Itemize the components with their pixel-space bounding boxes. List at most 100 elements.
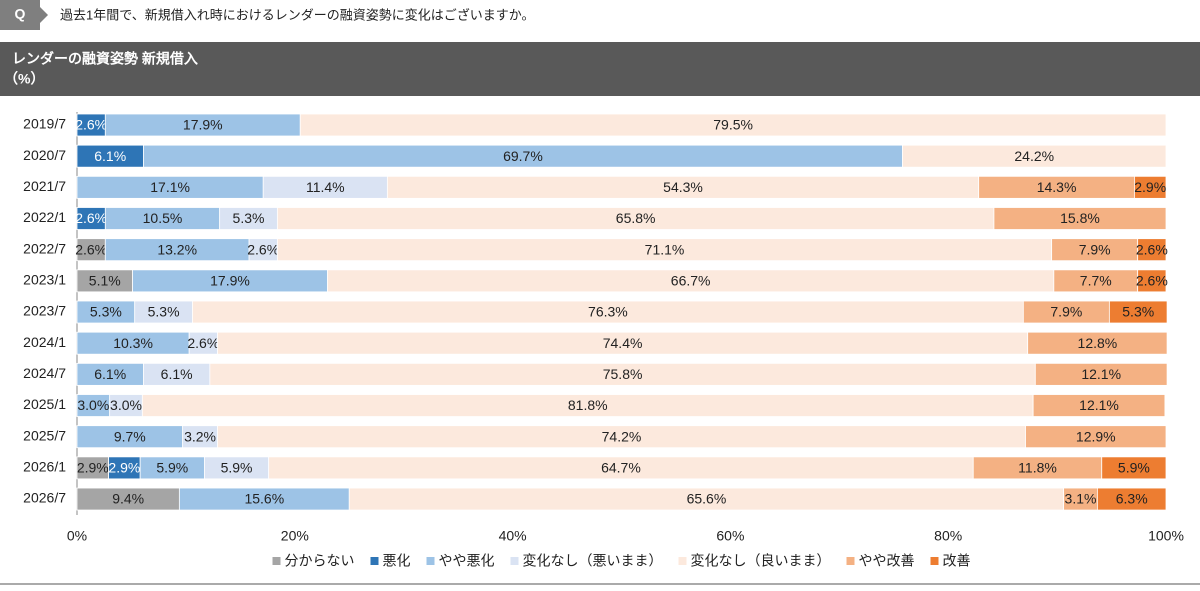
header-band	[0, 42, 1200, 96]
y-tick-label: 2022/1	[23, 209, 66, 225]
legend-swatch	[510, 557, 519, 565]
bar-segment	[1034, 362, 1168, 386]
y-tick-label: 2023/1	[23, 272, 66, 288]
bar-segment	[1096, 487, 1167, 511]
data-label: 75.8%	[603, 366, 643, 382]
x-tick-label: 20%	[281, 528, 309, 544]
data-label: 12.1%	[1079, 397, 1119, 413]
data-label: 64.7%	[601, 460, 641, 476]
y-tick-label: 2026/1	[23, 459, 66, 475]
data-label: 65.6%	[687, 491, 727, 507]
data-label: 5.9%	[156, 460, 188, 476]
legend-label: 悪化	[383, 553, 411, 569]
x-tick-label: 100%	[1148, 528, 1184, 544]
bar-segment	[299, 113, 1167, 137]
data-label: 7.9%	[1050, 304, 1082, 320]
badge-bg	[0, 0, 40, 30]
data-label: 74.2%	[602, 428, 642, 444]
data-label: 2.9%	[108, 460, 140, 476]
legend-label: 変化なし（良いまま）	[691, 553, 831, 569]
legend-swatch	[678, 557, 687, 565]
legend-label: やや悪化	[439, 553, 495, 569]
data-label: 66.7%	[671, 273, 711, 289]
data-label: 11.4%	[306, 179, 345, 195]
data-label: 2.9%	[77, 460, 109, 476]
y-tick-label: 2020/7	[23, 147, 66, 163]
bar-segment	[1025, 425, 1167, 449]
data-label: 10.3%	[113, 335, 153, 351]
y-tick-label: 2019/7	[23, 116, 66, 132]
data-label: 10.5%	[143, 210, 183, 226]
data-label: 15.6%	[244, 491, 284, 507]
data-label: 5.9%	[221, 460, 253, 476]
legend-label: 変化なし（悪いまま）	[523, 553, 663, 569]
y-tick-label: 2021/7	[23, 178, 66, 194]
data-label: 74.4%	[603, 335, 643, 351]
x-tick-label: 0%	[67, 528, 87, 544]
y-tick-label: 2022/7	[23, 240, 66, 256]
data-label: 24.2%	[1014, 148, 1054, 164]
data-label: 3.0%	[77, 397, 109, 413]
badge-arrow	[40, 7, 48, 23]
data-label: 71.1%	[645, 241, 685, 257]
legend-swatch	[930, 557, 939, 565]
data-label: 15.8%	[1060, 210, 1100, 226]
x-tick-label: 60%	[716, 528, 744, 544]
data-label: 2.6%	[75, 210, 107, 226]
data-label: 76.3%	[588, 304, 628, 320]
x-tick-label: 80%	[934, 528, 962, 544]
data-label: 5.9%	[1118, 460, 1150, 476]
data-label: 7.9%	[1079, 241, 1111, 257]
bar-segment	[902, 144, 1167, 168]
data-label: 79.5%	[713, 117, 753, 133]
data-label: 9.7%	[114, 428, 146, 444]
legend-label: 分からない	[285, 553, 355, 569]
legend-label: 改善	[943, 553, 971, 569]
data-label: 14.3%	[1037, 179, 1077, 195]
chart-title: レンダーの融資姿勢 新規借入	[12, 51, 198, 67]
legend-swatch	[426, 557, 435, 565]
data-label: 13.2%	[157, 241, 197, 257]
data-label: 3.2%	[184, 428, 216, 444]
bar-segment	[1108, 300, 1168, 324]
legend-swatch	[370, 557, 379, 565]
data-label: 3.0%	[110, 397, 142, 413]
y-tick-label: 2026/7	[23, 490, 66, 506]
data-label: 12.8%	[1078, 335, 1118, 351]
chart-subtitle: （%）	[4, 71, 44, 87]
bar-segment	[1101, 456, 1167, 480]
question: 過去1年間で、新規借入れ時におけるレンダーの融資姿勢に変化はございますか。	[60, 7, 534, 22]
data-label: 2.6%	[247, 241, 279, 257]
data-label: 2.6%	[187, 335, 219, 351]
data-label: 5.1%	[89, 273, 121, 289]
y-tick-label: 2024/7	[23, 365, 66, 381]
data-label: 54.3%	[663, 179, 703, 195]
data-label: 6.1%	[94, 148, 126, 164]
data-label: 69.7%	[503, 148, 543, 164]
y-tick-label: 2024/1	[23, 334, 66, 350]
x-tick-label: 40%	[499, 528, 527, 544]
y-tick-label: 2025/1	[23, 396, 66, 412]
legend-swatch	[272, 557, 281, 565]
data-label: 6.1%	[161, 366, 193, 382]
data-label: 2.6%	[1136, 273, 1168, 289]
data-label: 6.1%	[94, 366, 126, 382]
data-label: 2.6%	[75, 117, 107, 133]
data-label: 81.8%	[568, 397, 608, 413]
data-label: 17.9%	[210, 273, 250, 289]
data-label: 5.3%	[148, 304, 180, 320]
legend-label: やや改善	[859, 553, 915, 569]
data-label: 5.3%	[1122, 304, 1154, 320]
data-label: 2.6%	[1136, 241, 1168, 257]
data-label: 2.9%	[1134, 179, 1166, 195]
bar-segment	[1134, 175, 1167, 199]
y-tick-label: 2023/7	[23, 303, 66, 319]
badge: Q	[15, 6, 26, 22]
data-label: 11.8%	[1018, 460, 1057, 476]
data-label: 17.9%	[183, 117, 223, 133]
bar-segment	[1137, 238, 1167, 262]
data-label: 3.1%	[1065, 491, 1097, 507]
data-label: 7.7%	[1080, 273, 1112, 289]
data-label: 6.3%	[1116, 491, 1148, 507]
